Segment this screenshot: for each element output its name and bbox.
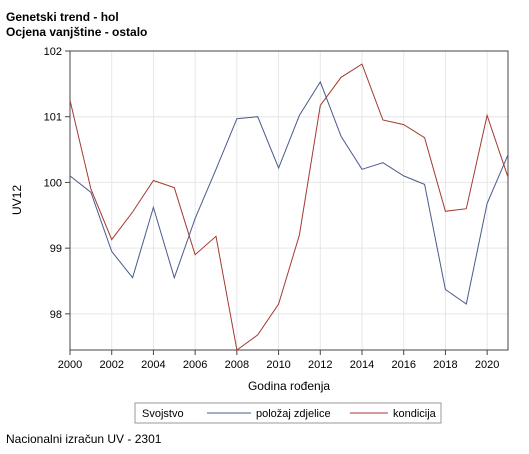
x-tick-label: 2000 <box>58 359 82 371</box>
x-tick-label: 2002 <box>99 359 123 371</box>
x-tick-label: 2006 <box>183 359 207 371</box>
legend-label-polozaj-zdjelice: položaj zdjelice <box>256 408 331 420</box>
x-tick-label: 2018 <box>433 359 457 371</box>
y-tick-label: 99 <box>50 243 62 255</box>
x-tick-label: 2014 <box>350 359 374 371</box>
y-tick-label: 102 <box>44 46 62 58</box>
legend: Svojstvo položaj zdjelice kondicija <box>134 402 442 424</box>
legend-box <box>134 402 442 424</box>
series-line-kondicija <box>69 63 509 351</box>
x-tick-label: 2012 <box>308 359 332 371</box>
x-axis-label: Godina rođenja <box>248 379 330 393</box>
y-axis-label: UV12 <box>10 185 24 215</box>
chart-title: Genetski trend - hol <box>6 10 119 24</box>
chart-subtitle: Ocjena vanjštine - ostalo <box>6 25 148 39</box>
plot-frame <box>69 50 509 351</box>
x-tick-label: 2016 <box>391 359 415 371</box>
x-tick-label: 2020 <box>475 359 499 371</box>
y-tick-label: 101 <box>44 112 62 124</box>
legend-label-kondicija: kondicija <box>393 408 437 420</box>
x-tick-label: 2004 <box>141 359 165 371</box>
x-tick-label: 2008 <box>225 359 249 371</box>
series-line-polozaj-zdjelice <box>69 80 509 305</box>
legend-title: Svojstvo <box>142 408 184 420</box>
gridlines <box>69 50 508 350</box>
series-lines <box>69 63 509 351</box>
y-tick-label: 100 <box>44 177 62 189</box>
y-tick-label: 98 <box>50 309 62 321</box>
axis-ticks: 2000 2002 2004 2006 2008 2010 2012 2014 2016 2018… <box>44 46 500 371</box>
footnote: Nacionalni izračun UV - 2301 <box>6 432 162 446</box>
x-tick-label: 2010 <box>266 359 290 371</box>
